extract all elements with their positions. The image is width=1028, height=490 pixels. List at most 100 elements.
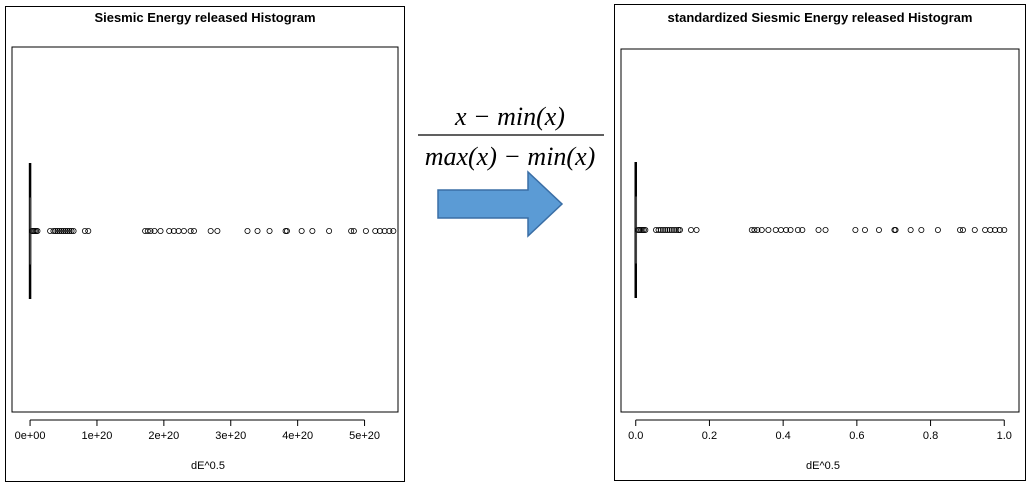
x-tick-label: 4e+20 bbox=[282, 430, 313, 442]
outlier-point bbox=[653, 226, 660, 233]
outlier-point bbox=[70, 227, 77, 234]
outlier-point bbox=[799, 226, 806, 233]
outlier-point bbox=[52, 227, 59, 234]
outlier-point bbox=[676, 226, 683, 233]
chart-panel-standardized: standardized Siesmic Energy released His… bbox=[614, 4, 1026, 481]
outlier-point bbox=[852, 226, 859, 233]
outlier-point bbox=[642, 226, 649, 233]
outlier-point bbox=[386, 227, 393, 234]
outlier-point bbox=[664, 226, 671, 233]
outlier-point bbox=[751, 226, 758, 233]
outlier-point bbox=[794, 226, 801, 233]
outlier-point bbox=[362, 227, 369, 234]
outlier-point bbox=[157, 227, 164, 234]
outlier-point bbox=[875, 226, 882, 233]
outlier-point bbox=[777, 226, 784, 233]
chart-panel-raw: Siesmic Energy released Histogram 0e+00 1e… bbox=[5, 6, 405, 482]
outlier-point bbox=[190, 227, 197, 234]
outlier-point bbox=[1001, 226, 1008, 233]
outlier-point bbox=[668, 226, 675, 233]
x-tick-label: 2e+20 bbox=[148, 430, 179, 442]
outlier-point bbox=[376, 227, 383, 234]
outlier-point bbox=[959, 226, 966, 233]
boxplot-raw: Siesmic Energy released Histogram 0e+00 1e… bbox=[11, 10, 399, 472]
outlier-point bbox=[660, 226, 667, 233]
outlier-point bbox=[971, 226, 978, 233]
outlier-point bbox=[68, 227, 75, 234]
outlier-point bbox=[166, 227, 173, 234]
outlier-point bbox=[982, 226, 989, 233]
outlier-point bbox=[60, 227, 67, 234]
outlier-point bbox=[957, 226, 964, 233]
outlier-point bbox=[996, 226, 1003, 233]
x-axis-label: dE^0.5 bbox=[191, 460, 225, 472]
outlier-point bbox=[783, 226, 790, 233]
outlier-point bbox=[787, 226, 794, 233]
outlier-point bbox=[207, 227, 214, 234]
outlier-point bbox=[934, 226, 941, 233]
outlier-point bbox=[381, 227, 388, 234]
outlier-point bbox=[283, 227, 290, 234]
outlier-point bbox=[34, 227, 41, 234]
boxplot-standardized: standardized Siesmic Energy released His… bbox=[620, 10, 1020, 472]
outlier-point bbox=[298, 227, 305, 234]
outlier-point bbox=[144, 227, 151, 234]
outlier-point bbox=[992, 226, 999, 233]
minmax-formula: x − min(x) max(x) − min(x) bbox=[418, 102, 604, 171]
x-tick-label: 3e+20 bbox=[215, 430, 246, 442]
outlier-point bbox=[350, 227, 357, 234]
outlier-point bbox=[657, 226, 664, 233]
x-tick-label: 0e+00 bbox=[15, 430, 46, 442]
outlier-point bbox=[58, 227, 65, 234]
outlier-point bbox=[147, 227, 154, 234]
x-tick-label: 1.0 bbox=[997, 430, 1012, 442]
outlier-point bbox=[861, 226, 868, 233]
outlier-point bbox=[348, 227, 355, 234]
formula-numerator: x − min(x) bbox=[454, 102, 565, 131]
outlier-point bbox=[326, 227, 333, 234]
outlier-point bbox=[666, 226, 673, 233]
x-tick-label: 0.2 bbox=[702, 430, 717, 442]
chart-title: standardized Siesmic Energy released His… bbox=[668, 10, 973, 25]
outlier-point bbox=[390, 227, 397, 234]
chart-title: Siesmic Energy released Histogram bbox=[94, 10, 315, 25]
outlier-point bbox=[822, 226, 829, 233]
x-tick-label: 0.6 bbox=[849, 430, 864, 442]
outlier-point bbox=[309, 227, 316, 234]
x-tick-label: 0.8 bbox=[923, 430, 938, 442]
outlier-point bbox=[214, 227, 221, 234]
outlier-point bbox=[54, 227, 61, 234]
outlier-point bbox=[907, 226, 914, 233]
outlier-point bbox=[892, 226, 899, 233]
outlier-point bbox=[254, 227, 261, 234]
outlier-point bbox=[50, 227, 57, 234]
outlier-point bbox=[81, 227, 88, 234]
outlier-point bbox=[688, 226, 695, 233]
outlier-point bbox=[671, 226, 678, 233]
plot-frame bbox=[620, 48, 1020, 413]
outlier-point bbox=[693, 226, 700, 233]
x-axis-label: dE^0.5 bbox=[806, 460, 840, 472]
outlier-point bbox=[815, 226, 822, 233]
outlier-point bbox=[987, 226, 994, 233]
outlier-point bbox=[372, 227, 379, 234]
outlier-point bbox=[918, 226, 925, 233]
plot-frame bbox=[11, 46, 399, 413]
outlier-point bbox=[754, 226, 761, 233]
outlier-point bbox=[266, 227, 273, 234]
x-tick-label: 5e+20 bbox=[349, 430, 380, 442]
outlier-point bbox=[772, 226, 779, 233]
formula-denominator: max(x) − min(x) bbox=[425, 142, 596, 171]
x-tick-label: 1e+20 bbox=[82, 430, 113, 442]
outlier-point bbox=[758, 226, 765, 233]
outlier-point bbox=[244, 227, 251, 234]
outlier-point bbox=[170, 227, 177, 234]
outlier-point bbox=[180, 227, 187, 234]
outlier-point bbox=[64, 227, 71, 234]
outlier-point bbox=[66, 227, 73, 234]
outlier-point bbox=[673, 226, 680, 233]
box-iqr bbox=[635, 196, 638, 264]
outlier-point bbox=[187, 227, 194, 234]
x-tick-label: 0.0 bbox=[628, 430, 643, 442]
outlier-point bbox=[655, 226, 662, 233]
